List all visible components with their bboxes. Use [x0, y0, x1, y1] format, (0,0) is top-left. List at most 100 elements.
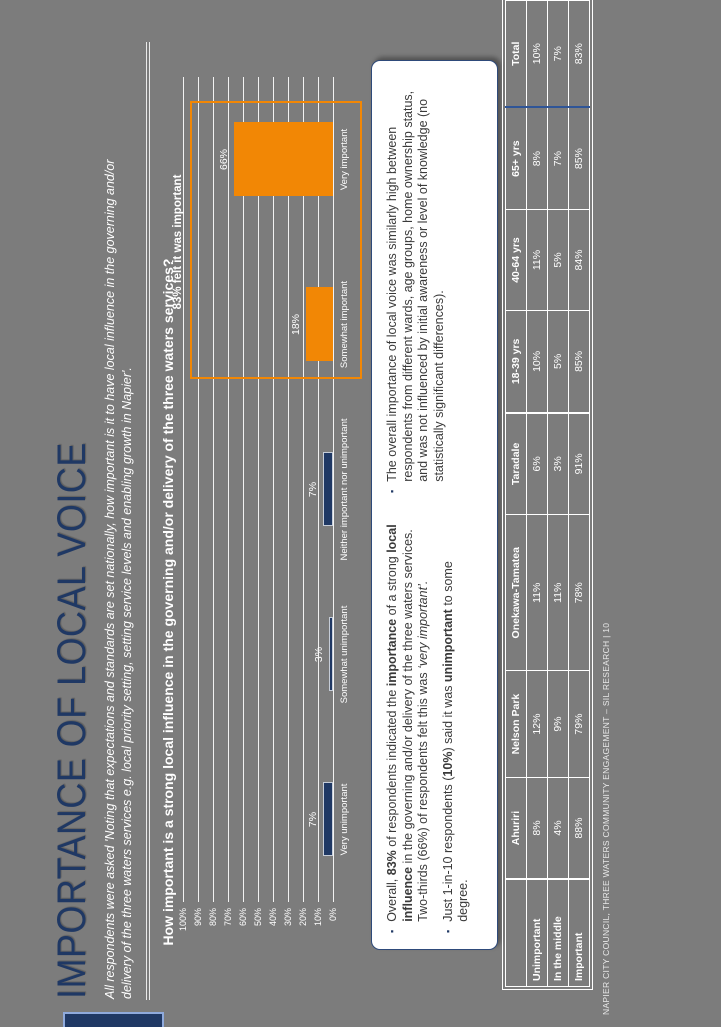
bullet-square-icon: ▪ — [387, 929, 397, 933]
subtitle-line-1: All respondents were asked 'Noting that … — [103, 159, 117, 999]
category-label: Somewhat important — [339, 280, 350, 369]
value-cell: 6% — [526, 412, 548, 515]
bar-value-label: 7% — [306, 811, 319, 828]
row-label-cell: In the middle — [547, 879, 569, 987]
gridline — [288, 77, 289, 902]
value-cell: 8% — [526, 107, 548, 210]
gridline — [273, 77, 274, 902]
value-cell: 7% — [547, 0, 569, 108]
value-cell: 84% — [568, 209, 590, 311]
column-header: Ahuriri — [505, 777, 527, 880]
value-cell: 12% — [526, 670, 548, 778]
bar-value-label: 3% — [312, 646, 325, 663]
subtitle-line-2: delivery of the three waters services e.… — [120, 367, 134, 999]
bullet-item: ▪ Overall, 83% of respondents indicated t… — [385, 519, 432, 933]
bar-2 — [328, 617, 333, 692]
bullet-text: The overall importance of local voice wa… — [385, 90, 446, 482]
value-cell: 3% — [547, 412, 569, 515]
bar-value-label: 7% — [306, 481, 319, 498]
category-label: Very unimportant — [339, 783, 350, 856]
value-cell: 11% — [547, 514, 569, 671]
gridline — [228, 77, 229, 902]
bar-1 — [322, 782, 333, 857]
bullet-square-icon: ▪ — [442, 929, 453, 933]
value-cell: 79% — [568, 670, 590, 778]
bullet-column-left: ▪ Overall, 83% of respondents indicated t… — [385, 519, 487, 933]
y-axis-tick-label: 90% — [193, 908, 203, 927]
gridline — [258, 77, 259, 902]
table-row: In the middle 4% 9% 11% 3% 5% 5% 7% 7% — [547, 0, 569, 987]
value-cell: 11% — [526, 514, 548, 671]
y-axis-tick-label: 50% — [253, 908, 263, 927]
y-axis-tick-label: 80% — [208, 908, 218, 927]
gridline — [213, 77, 214, 902]
value-cell: 7% — [547, 107, 569, 210]
callout-box — [190, 101, 362, 379]
column-header: 40-64 yrs — [505, 209, 527, 311]
y-axis-tick-label: 0% — [328, 908, 338, 922]
value-cell: 4% — [547, 777, 569, 880]
bullet-item: ▪ Just 1-in-10 respondents (10%) said it … — [441, 519, 472, 933]
crosstab-table: Ahuriri Nelson Park Onekawa-Tamatea Taradal… — [504, 0, 591, 1022]
page-title: IMPORTANCE OF LOCAL VOICE — [50, 442, 94, 999]
bar-value-label: 18% — [290, 314, 302, 336]
gridline — [333, 77, 334, 902]
column-header: 65+ yrs — [505, 107, 527, 210]
value-cell: 88% — [568, 777, 590, 880]
y-axis-tick-label: 30% — [283, 908, 293, 927]
header-divider — [146, 42, 150, 1000]
column-header: 18-39 yrs — [505, 310, 527, 413]
bullet-text: Just 1-in-10 respondents (10%) said it w… — [440, 561, 471, 922]
row-label-cell: Unimportant — [526, 879, 548, 987]
table-row: Unimportant 8% 12% 11% 6% 10% 11% 8% 10% — [526, 0, 548, 987]
bullet-square-icon: ▪ — [387, 489, 397, 493]
bullet-item: ▪ The overall importance of local voice w… — [385, 79, 447, 493]
value-cell: 78% — [568, 514, 590, 671]
value-cell: 85% — [568, 107, 590, 210]
y-axis-tick-label: 60% — [238, 908, 248, 927]
row-label-cell: Important — [568, 879, 590, 987]
subtitle: All respondents were asked 'Noting that … — [102, 39, 136, 999]
value-cell: 5% — [547, 209, 569, 311]
category-label: Somewhat unimportant — [339, 605, 350, 704]
value-cell: 11% — [526, 209, 548, 311]
column-header: Onekawa-Tamatea — [505, 514, 527, 671]
value-cell: 8% — [526, 777, 548, 880]
value-cell: 91% — [568, 412, 590, 515]
y-axis-tick-label: 10% — [313, 908, 323, 927]
bar-value-label: 66% — [218, 149, 230, 171]
table-corner-cell — [505, 879, 527, 987]
chart-title: How important is a strong local influenc… — [160, 258, 176, 946]
value-cell: 10% — [526, 310, 548, 413]
gridline — [243, 77, 244, 902]
key-findings-panel: ▪ Overall, 83% of respondents indicated t… — [371, 60, 498, 950]
column-header: Total — [505, 0, 527, 108]
y-axis-tick-label: 20% — [298, 908, 308, 927]
y-axis-tick-label: 70% — [223, 908, 233, 927]
y-axis-tick-label: 100% — [178, 908, 188, 932]
value-cell: 9% — [547, 670, 569, 778]
bullet-text: Overall, 83% of respondents indicated th… — [385, 524, 430, 922]
logo-tab — [63, 1012, 164, 1027]
category-label: Very important — [339, 128, 350, 191]
gridline — [183, 77, 184, 902]
category-label: Neither important nor unimportant — [339, 418, 350, 561]
bullet-column-right: ▪ The overall importance of local voice w… — [385, 79, 487, 493]
column-header: Nelson Park — [505, 670, 527, 778]
value-cell: 83% — [568, 0, 590, 108]
column-header: Taradale — [505, 412, 527, 515]
bar-3 — [322, 452, 333, 527]
value-cell: 5% — [547, 310, 569, 413]
table-row: Important 88% 79% 78% 91% 85% 84% 85% 83% — [568, 0, 590, 987]
bar-4 — [306, 287, 333, 362]
gridline — [318, 77, 319, 902]
y-axis-tick-label: 40% — [268, 908, 278, 927]
gridline — [198, 77, 199, 902]
value-cell: 85% — [568, 310, 590, 413]
footer-text: NAPIER CITY COUNCIL, THREE WATERS COMMUN… — [601, 622, 611, 1015]
value-cell: 10% — [526, 0, 548, 108]
bar-5 — [234, 122, 333, 197]
gridline — [303, 77, 304, 902]
